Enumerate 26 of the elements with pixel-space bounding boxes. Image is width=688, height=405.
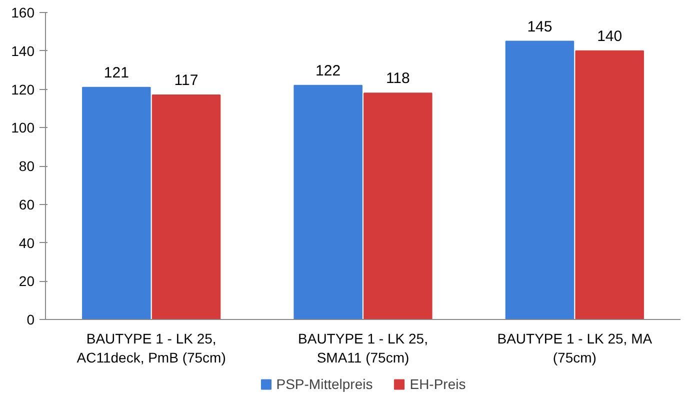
y-tick-label: 160 — [11, 4, 35, 20]
bar — [152, 94, 221, 320]
y-tick-label: 40 — [18, 234, 35, 251]
y-tick-label: 140 — [11, 42, 35, 59]
bar — [364, 92, 432, 320]
legend-label: PSP-Mittelpreis — [276, 376, 373, 392]
bar — [294, 84, 362, 320]
data-label: 140 — [597, 28, 622, 45]
y-tick-label: 120 — [11, 81, 35, 98]
bar — [505, 40, 574, 320]
x-tick-label: BAUTYPE 1 - LK 25, SMA11 (75cm) — [298, 330, 428, 366]
legend-label: EH-Preis — [410, 376, 466, 392]
x-tick-label: BAUTYPE 1 - LK 25, AC11deck, PmB (75cm) — [76, 330, 226, 366]
y-tick-label: 0 — [26, 312, 35, 328]
data-label: 122 — [316, 62, 341, 80]
y-tick-label: 60 — [18, 196, 35, 212]
bar — [575, 50, 644, 320]
y-tick-label: 20 — [18, 273, 35, 290]
x-tick-label: BAUTYPE 1 - LK 25, MA (75cm) — [497, 330, 653, 366]
data-label: 145 — [527, 18, 552, 36]
y-tick-label: 80 — [18, 158, 35, 174]
bar — [82, 86, 151, 320]
data-label: 118 — [386, 70, 410, 88]
y-tick-label: 100 — [11, 120, 35, 136]
data-label: 117 — [174, 72, 198, 90]
data-label: 121 — [104, 64, 129, 82]
